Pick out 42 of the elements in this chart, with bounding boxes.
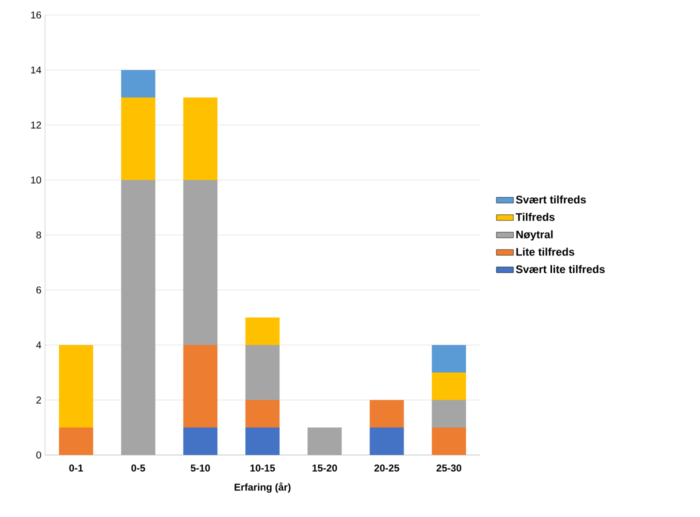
bar — [308, 428, 342, 455]
x-tick-label: 0-5 — [131, 464, 146, 472]
y-tick-label: 0 — [36, 451, 42, 459]
bar — [245, 400, 280, 428]
x-tick-label: 25-30 — [436, 464, 462, 472]
y-tick-label: 16 — [31, 11, 42, 19]
bar — [245, 428, 280, 455]
bar — [370, 400, 404, 428]
legend-label: Tilfreds — [516, 212, 555, 221]
y-tick-label: 2 — [36, 396, 41, 404]
bar — [183, 180, 218, 345]
bar — [432, 345, 466, 372]
bar — [432, 400, 466, 428]
bar — [58, 345, 94, 428]
bar — [121, 70, 156, 98]
bar — [432, 372, 466, 400]
bar — [121, 180, 156, 455]
legend-label: Svært tilfreds — [516, 195, 586, 204]
y-tick-label: 6 — [36, 286, 42, 294]
x-tick-label: 0-1 — [69, 464, 83, 472]
bar — [183, 345, 218, 428]
bar — [183, 428, 218, 455]
legend-label: Svært lite tilfreds — [516, 265, 605, 274]
bar — [121, 97, 156, 180]
legend-label: Lite tilfreds — [516, 248, 574, 256]
x-tick-label: 5-10 — [190, 464, 210, 472]
x-tick-label: 10-15 — [250, 464, 275, 472]
bar — [245, 318, 280, 345]
bar — [58, 428, 94, 455]
y-tick-label: 4 — [36, 342, 42, 348]
y-tick-label: 8 — [36, 231, 42, 239]
legend-label: Nøytral — [516, 230, 553, 240]
y-tick-label: 12 — [31, 122, 41, 128]
y-tick-label: 14 — [31, 66, 42, 74]
x-tick-label: 15-20 — [312, 464, 337, 472]
y-tick-label: 10 — [31, 176, 42, 184]
bar — [183, 97, 218, 180]
bar — [370, 428, 404, 455]
bar — [432, 428, 466, 455]
x-axis-title: Erfaring (år) — [234, 482, 291, 493]
bar — [245, 345, 280, 400]
x-tick-label: 20-25 — [374, 464, 400, 472]
